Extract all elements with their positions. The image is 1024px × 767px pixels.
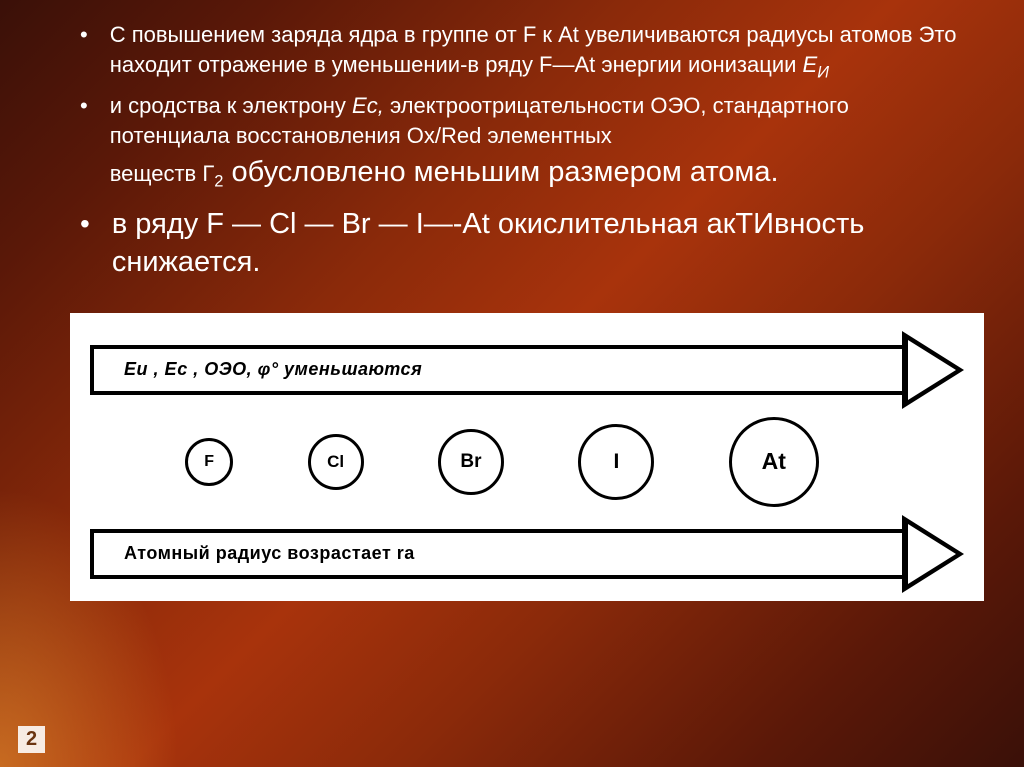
top-arrow-head — [902, 331, 964, 409]
b2-part1: и сродства к электрону — [110, 93, 352, 118]
bullet-marker: • — [80, 205, 90, 243]
element-f: F — [185, 438, 233, 486]
b2-part3b: обусловлено меньшим размером атома. — [223, 156, 778, 188]
top-arrow-body: Еи , Ес , ОЭО, φ° уменьшаются — [90, 345, 904, 395]
ec-symbol: Ес, — [352, 93, 384, 118]
bullet-1-text: С повышением заряда ядра в группе от F к… — [110, 20, 964, 87]
top-arrow: Еи , Ес , ОЭО, φ° уменьшаются — [90, 337, 964, 403]
halogen-diagram: Еи , Ес , ОЭО, φ° уменьшаются F Cl Br I At А… — [70, 313, 984, 601]
bullet-3-text: в ряду F — Cl — Br — I—-At окислительная… — [112, 205, 964, 281]
bullet-marker: • — [80, 91, 88, 121]
bottom-arrow-body: Атомный радиус возрастает rа — [90, 529, 904, 579]
ei-sub: И — [817, 63, 829, 81]
bullet-2: • и сродства к электрону Ес, электроотри… — [80, 91, 964, 196]
bullet-2-text: и сродства к электрону Ес, электроотрица… — [110, 91, 964, 196]
bullet-marker: • — [80, 20, 88, 50]
page-number: 2 — [18, 726, 45, 753]
slide-content: • С повышением заряда ядра в группе от F… — [0, 0, 1024, 295]
b2-part3a: веществ Г — [110, 161, 215, 186]
bottom-arrow-label: Атомный радиус возрастает rа — [124, 543, 415, 564]
element-cl: Cl — [308, 434, 364, 490]
bullet-1: • С повышением заряда ядра в группе от F… — [80, 20, 964, 87]
top-arrow-label: Еи , Ес , ОЭО, φ° уменьшаются — [124, 359, 422, 380]
element-i: I — [578, 424, 654, 500]
elements-row: F Cl Br I At — [148, 417, 856, 507]
bullet-3: • в ряду F — Cl — Br — I—-At окислительн… — [80, 205, 964, 281]
element-br: Br — [438, 429, 504, 495]
element-at: At — [729, 417, 819, 507]
ei-symbol: Е — [803, 52, 818, 77]
bottom-arrow-head — [902, 515, 964, 593]
bottom-arrow: Атомный радиус возрастает rа — [90, 521, 964, 587]
bullet-1-line1: С повышением заряда ядра в группе от F к… — [110, 22, 957, 77]
